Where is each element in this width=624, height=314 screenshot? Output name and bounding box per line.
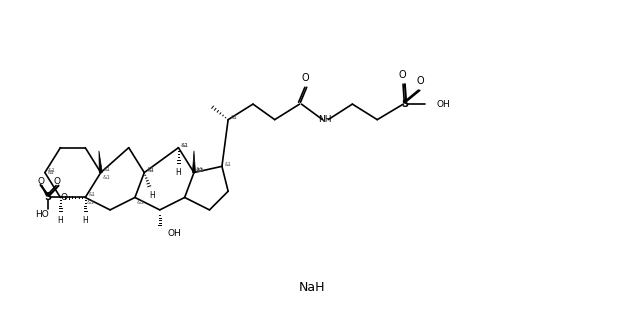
Text: H: H (150, 191, 155, 200)
Text: &1: &1 (147, 168, 154, 173)
Text: &1: &1 (87, 200, 95, 205)
Text: HO: HO (35, 210, 49, 219)
Text: OH: OH (167, 229, 181, 238)
Text: NH: NH (318, 115, 331, 124)
Text: H: H (82, 216, 88, 225)
Text: &1: &1 (146, 167, 154, 172)
Text: S: S (402, 99, 409, 109)
Polygon shape (192, 151, 195, 173)
Text: &1: &1 (89, 192, 95, 197)
Polygon shape (99, 151, 102, 173)
Text: &1: &1 (137, 200, 145, 205)
Text: &1: &1 (180, 143, 188, 148)
Text: &1: &1 (104, 167, 111, 172)
Text: &1: &1 (232, 115, 238, 120)
Text: O: O (302, 73, 310, 83)
Text: O: O (61, 193, 67, 202)
Text: &1: &1 (225, 162, 232, 167)
Text: O: O (54, 177, 61, 187)
Text: O: O (417, 76, 424, 86)
Text: &1: &1 (103, 175, 110, 180)
Text: &1: &1 (48, 168, 56, 173)
Text: NaH: NaH (299, 281, 325, 294)
Text: &1: &1 (197, 168, 204, 173)
Text: O: O (398, 70, 406, 80)
Text: S: S (44, 192, 52, 203)
Text: &1: &1 (182, 143, 188, 148)
Text: H: H (57, 216, 63, 225)
Text: &1: &1 (197, 168, 204, 173)
Text: &1: &1 (48, 170, 55, 175)
Text: OH: OH (436, 100, 450, 109)
Text: O: O (37, 177, 44, 187)
Text: H: H (175, 168, 182, 177)
Text: &1: &1 (196, 167, 203, 172)
Text: &1: &1 (197, 168, 205, 173)
